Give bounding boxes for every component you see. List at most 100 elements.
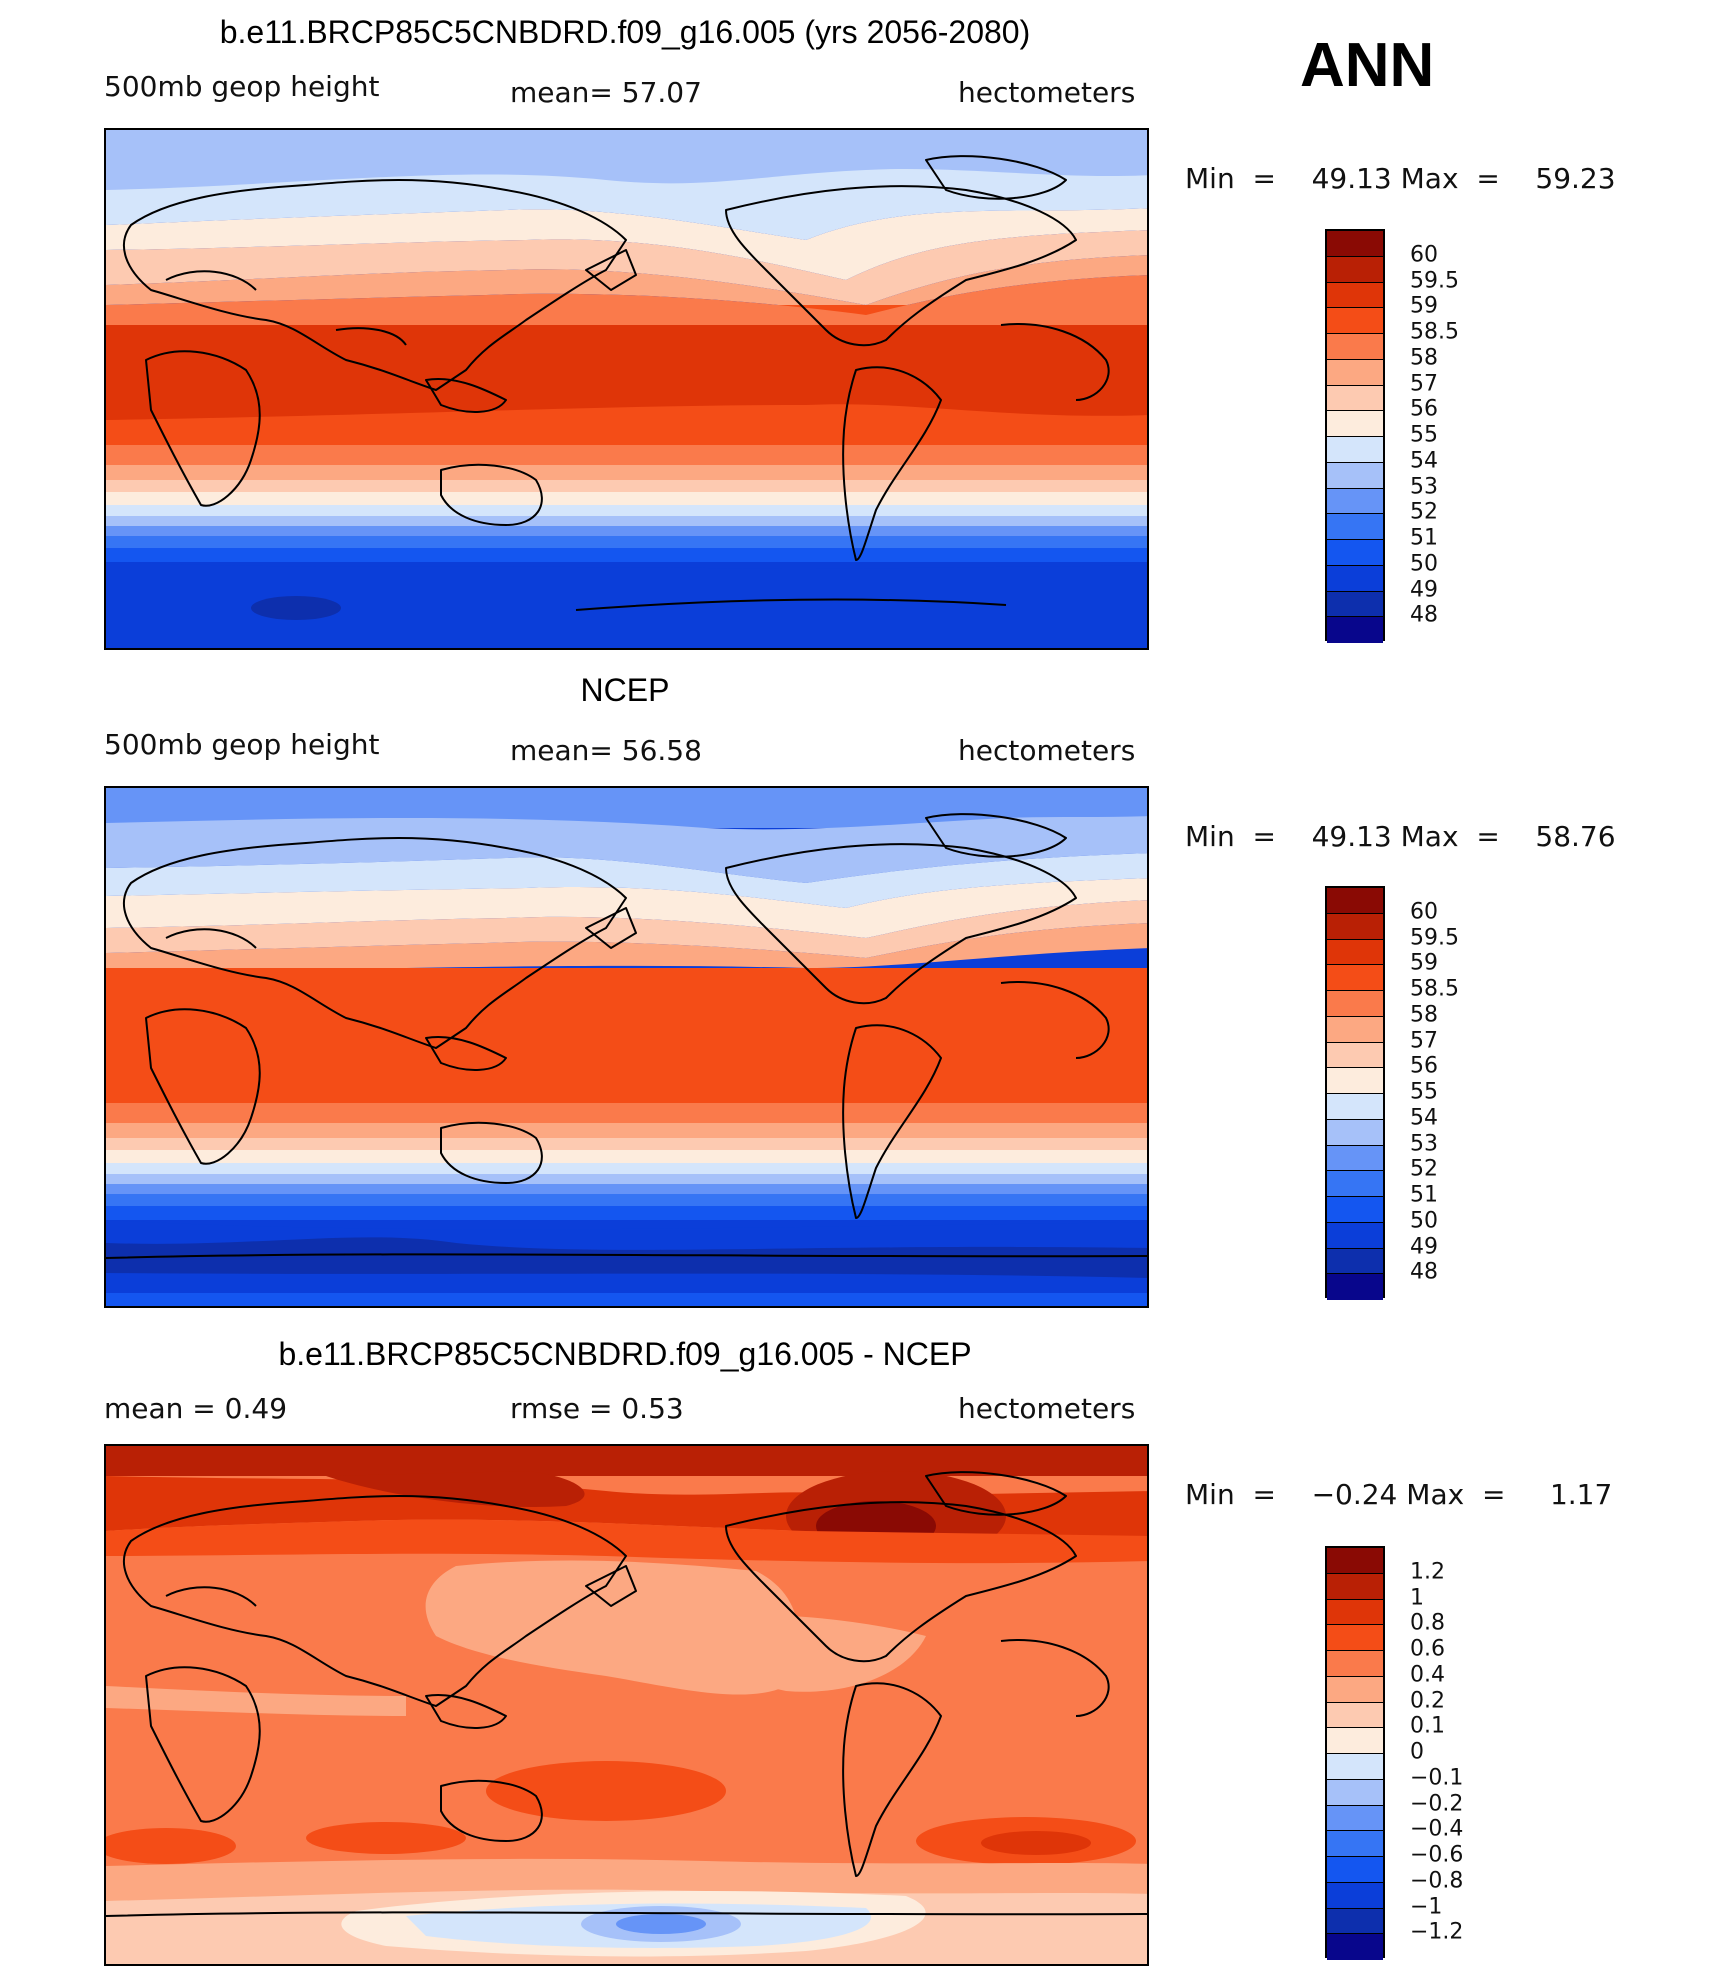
panel-3-colorbar-tick-label: −0.6 — [1410, 1842, 1464, 1868]
panel-3-colorbar-tick-label: 1 — [1410, 1585, 1424, 1610]
panel-1-min-value: 49.13 — [1311, 162, 1392, 195]
panel-2-min-label: Min = — [1185, 820, 1276, 853]
panel-3-max-value: 1.17 — [1549, 1478, 1613, 1511]
panel-3-colorbar-swatch — [1327, 1882, 1383, 1909]
panel-1-colorbar-swatch — [1327, 617, 1383, 643]
panel-2-mean-label: mean= 56.58 — [510, 734, 702, 767]
panel-2-colorbar-swatch — [1327, 965, 1383, 991]
panel-2-colorbar-swatch — [1327, 939, 1383, 966]
panel-3-colorbar-swatch — [1327, 1908, 1383, 1935]
panel-2-colorbar-swatch — [1327, 1016, 1383, 1043]
panel-3-colorbar-tick-label: 1.2 — [1410, 1559, 1445, 1585]
panel-1-colorbar-swatch — [1327, 540, 1383, 566]
panel-3-colorbar-tick-label: −0.2 — [1410, 1791, 1464, 1816]
panel-1-colorbar-tick-label: 55 — [1410, 422, 1438, 448]
panel-1-colorbar-tick-label: 57 — [1410, 371, 1438, 396]
season-label: ANN — [1300, 31, 1435, 100]
panel-2-colorbar-tick-label: 52 — [1410, 1156, 1438, 1182]
panel-2-colorbar-tick-label: 51 — [1410, 1182, 1438, 1208]
panel-2-colorbar-tick-label: 58.5 — [1410, 976, 1459, 1002]
panel-1-map — [104, 128, 1149, 650]
panel-1-colorbar-tick-label: 51 — [1410, 525, 1438, 551]
panel-1-colorbar-tick-label: 53 — [1410, 474, 1438, 499]
panel-3-minmax: Min = −0.24 Max = 1.17 — [1185, 1478, 1612, 1511]
panel-3-colorbar-swatch — [1327, 1573, 1383, 1600]
panel-1-colorbar-swatch — [1327, 359, 1383, 386]
panel-3-rmse-label: rmse = 0.53 — [510, 1392, 684, 1425]
panel-2-max-value: 58.76 — [1535, 820, 1616, 853]
panel-3-map — [104, 1444, 1149, 1966]
panel-2-minmax: Min = 49.13 Max = 58.76 — [1185, 820, 1616, 853]
panel-3-colorbar-swatch — [1327, 1934, 1383, 1960]
panel-1-colorbar-swatch — [1327, 334, 1383, 360]
panel-2-colorbar-swatch — [1327, 1042, 1383, 1069]
panel-1-colorbar-swatch — [1327, 385, 1383, 412]
panel-3-title: b.e11.BRCP85C5CNBDRD.f09_g16.005 - NCEP — [278, 1336, 972, 1372]
panel-1-mean-label: mean= 57.07 — [510, 76, 702, 109]
panel-1-units-label: hectometers — [958, 76, 1136, 109]
panel-1-colorbar-swatch — [1327, 514, 1383, 540]
panel-1-max-label: Max = — [1400, 162, 1500, 195]
panel-3-colorbar-tick-label: 0.6 — [1410, 1636, 1445, 1662]
panel-1-variable-label: 500mb geop height — [104, 70, 380, 103]
panel-3-colorbar-tick-label: 0 — [1410, 1739, 1424, 1765]
panel-3-colorbar-swatch — [1327, 1754, 1383, 1780]
panel-1-colorbar-swatch — [1327, 488, 1383, 515]
panel-2-colorbar-swatch — [1327, 1222, 1383, 1249]
panel-2-colorbar-swatch — [1327, 1068, 1383, 1094]
panel-1-contour-field — [106, 130, 1147, 648]
panel-3-colorbar-tick-label: −1.2 — [1410, 1919, 1464, 1945]
panel-2-colorbar-swatch — [1327, 913, 1383, 940]
panel-3-mean-label: mean = 0.49 — [104, 1392, 288, 1425]
panel-2-colorbar-tick-label: 55 — [1410, 1079, 1438, 1105]
panel-1-min-label: Min = — [1185, 162, 1276, 195]
panel-1-max-value: 59.23 — [1535, 162, 1616, 195]
panel-1-colorbar-swatch — [1327, 591, 1383, 618]
panel-1-colorbar-tick-label: 48 — [1410, 602, 1438, 628]
panel-2-colorbar-swatch — [1327, 888, 1383, 914]
panel-2-colorbar-swatch — [1327, 1171, 1383, 1197]
panel-3-colorbar-tick-label: −0.8 — [1410, 1868, 1464, 1894]
panel-2-variable-label: 500mb geop height — [104, 728, 380, 761]
panel-1-title: b.e11.BRCP85C5CNBDRD.f09_g16.005 (yrs 20… — [219, 14, 1031, 50]
panel-2-colorbar-tick-label: 59.5 — [1410, 925, 1459, 950]
panel-2-colorbar-tick-label: 56 — [1410, 1053, 1438, 1079]
panel-2-colorbar-tick-label: 60 — [1410, 899, 1438, 925]
panel-3-colorbar-swatch — [1327, 1599, 1383, 1626]
panel-2-colorbar-tick-label: 54 — [1410, 1105, 1438, 1131]
panel-1-colorbar-tick-label: 56 — [1410, 396, 1438, 422]
panel-2-colorbar-swatch — [1327, 1119, 1383, 1146]
panel-2-colorbar-swatch — [1327, 1197, 1383, 1223]
panel-1-colorbar-swatch — [1327, 411, 1383, 437]
panel-3-colorbar-tick-label: 0.8 — [1410, 1610, 1445, 1636]
panel-1-colorbar-swatch — [1327, 565, 1383, 592]
panel-3-colorbar-swatch — [1327, 1857, 1383, 1883]
panel-2-map — [104, 786, 1149, 1308]
panel-3-colorbar-tick-label: 0.2 — [1410, 1688, 1445, 1713]
panel-3-colorbar-swatch — [1327, 1651, 1383, 1677]
panel-2-colorbar-swatch — [1327, 991, 1383, 1017]
panel-2-colorbar — [1325, 886, 1385, 1300]
panel-1-colorbar-tick-label: 59 — [1410, 293, 1438, 319]
panel-3-colorbar-tick-label: 0.1 — [1410, 1713, 1445, 1739]
panel-2-colorbar-tick-label: 49 — [1410, 1234, 1438, 1259]
panel-3-colorbar-tick-label: −0.4 — [1410, 1816, 1464, 1842]
panel-3-contour-field — [106, 1446, 1147, 1964]
panel-3-colorbar-tick-label: 0.4 — [1410, 1662, 1445, 1688]
panel-2-colorbar-swatch — [1327, 1145, 1383, 1172]
panel-3-colorbar-tick-label: −1 — [1410, 1894, 1443, 1919]
panel-3-colorbar-swatch — [1327, 1702, 1383, 1729]
panel-1-minmax: Min = 49.13 Max = 59.23 — [1185, 162, 1616, 195]
panel-2-colorbar-swatch — [1327, 1274, 1383, 1300]
panel-1-colorbar-tick-label: 50 — [1410, 551, 1438, 577]
panel-1-colorbar-tick-label: 49 — [1410, 577, 1438, 602]
panel-1-colorbar-swatch — [1327, 437, 1383, 463]
panel-1-colorbar-tick-label: 58.5 — [1410, 319, 1459, 345]
panel-1-colorbar — [1325, 229, 1385, 643]
panel-2-colorbar-tick-label: 50 — [1410, 1208, 1438, 1234]
panel-3-min-value: −0.24 — [1311, 1478, 1398, 1511]
panel-1-colorbar-tick-label: 52 — [1410, 499, 1438, 525]
panel-2-colorbar-tick-label: 58 — [1410, 1002, 1438, 1028]
panel-3-colorbar-tick-label: −0.1 — [1410, 1765, 1464, 1791]
panel-2-units-label: hectometers — [958, 734, 1136, 767]
